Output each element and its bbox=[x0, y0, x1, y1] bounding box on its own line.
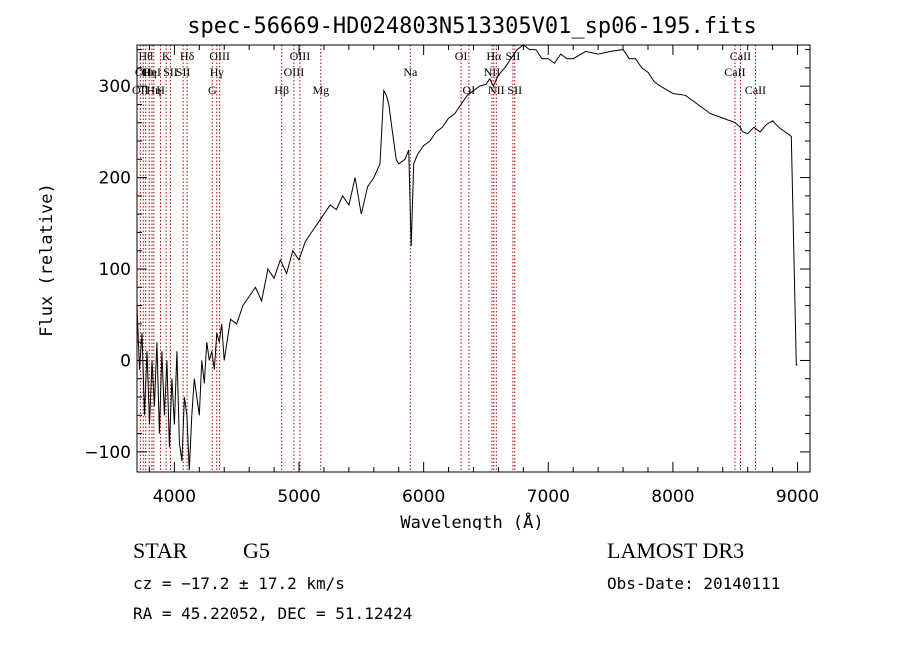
line-label-6: H bbox=[156, 83, 165, 97]
line-label-8: SII bbox=[163, 65, 178, 79]
spectral-line-markers bbox=[139, 45, 756, 472]
x-tick-label-1: 5000 bbox=[277, 487, 320, 507]
spectral-subclass: G5 bbox=[243, 538, 270, 563]
x-tick-label-0: 4000 bbox=[153, 487, 196, 507]
object-class: STAR bbox=[133, 538, 188, 563]
line-label-25: SII bbox=[507, 83, 522, 97]
x-tick-label-3: 7000 bbox=[527, 487, 570, 507]
spectrum-line bbox=[136, 44, 798, 471]
chart-title: spec-56669-HD024803N513305V01_sp06-195.f… bbox=[187, 14, 757, 39]
line-label-28: CaII bbox=[745, 83, 766, 97]
line-label-5: Hη bbox=[146, 83, 161, 97]
x-tick-label-2: 6000 bbox=[402, 487, 445, 507]
x-axis: 4000 5000 6000 7000 8000 9000 bbox=[148, 45, 819, 507]
line-label-17: Mg bbox=[312, 83, 329, 97]
line-label-21: NII bbox=[484, 65, 501, 79]
y-tick-label-3: 200 bbox=[99, 169, 131, 189]
line-label-4: HeI bbox=[143, 65, 161, 79]
line-label-12: Hγ bbox=[210, 65, 225, 79]
coordinates: RA = 45.22052, DEC = 51.12424 bbox=[133, 604, 413, 623]
y-axis-label: Flux (relative) bbox=[37, 183, 57, 337]
line-label-1: OII bbox=[135, 65, 152, 79]
line-label-10: Hδ bbox=[180, 49, 195, 63]
line-label-26: CaII bbox=[724, 65, 745, 79]
spectrum-chart: OIIOIIHθHηHeIHηHKSIISIIHδGHγOIIIHβOIIIOI… bbox=[37, 14, 819, 530]
spectral-line-labels: OIIOIIHθHηHeIHηHKSIISIIHδGHγOIIIHβOIIIOI… bbox=[132, 49, 766, 97]
line-label-18: Na bbox=[403, 65, 418, 79]
line-label-14: Hβ bbox=[274, 83, 289, 97]
line-label-19: OI bbox=[455, 49, 468, 63]
line-label-23: NII bbox=[488, 83, 505, 97]
obs-date: Obs-Date: 20140111 bbox=[607, 574, 781, 593]
redshift-text: cz = −17.2 ± 17.2 km/s bbox=[133, 574, 345, 593]
y-tick-label-0: −100 bbox=[84, 443, 131, 463]
line-label-9: SII bbox=[176, 65, 191, 79]
x-tick-label-4: 8000 bbox=[651, 487, 694, 507]
line-label-7: K bbox=[162, 49, 171, 63]
y-axis: −100 0 100 200 300 bbox=[84, 49, 810, 463]
line-label-22: Hα bbox=[486, 49, 502, 63]
y-tick-label-2: 100 bbox=[99, 260, 131, 280]
line-label-11: G bbox=[208, 83, 217, 97]
y-tick-label-4: 300 bbox=[99, 77, 131, 97]
line-label-3: Hη bbox=[142, 65, 157, 79]
line-label-20: OI bbox=[463, 83, 476, 97]
line-label-16: OIII bbox=[290, 49, 311, 63]
line-label-15: OIII bbox=[284, 65, 305, 79]
line-label-2: Hθ bbox=[139, 49, 154, 63]
y-tick-label-1: 0 bbox=[120, 351, 131, 371]
line-label-13: OIII bbox=[209, 49, 230, 63]
plot-frame bbox=[136, 44, 811, 473]
x-axis-label: Wavelength (Å) bbox=[400, 511, 543, 530]
x-tick-label-5: 9000 bbox=[776, 487, 819, 507]
line-label-27: CaII bbox=[730, 49, 751, 63]
survey-name: LAMOST DR3 bbox=[607, 538, 745, 563]
